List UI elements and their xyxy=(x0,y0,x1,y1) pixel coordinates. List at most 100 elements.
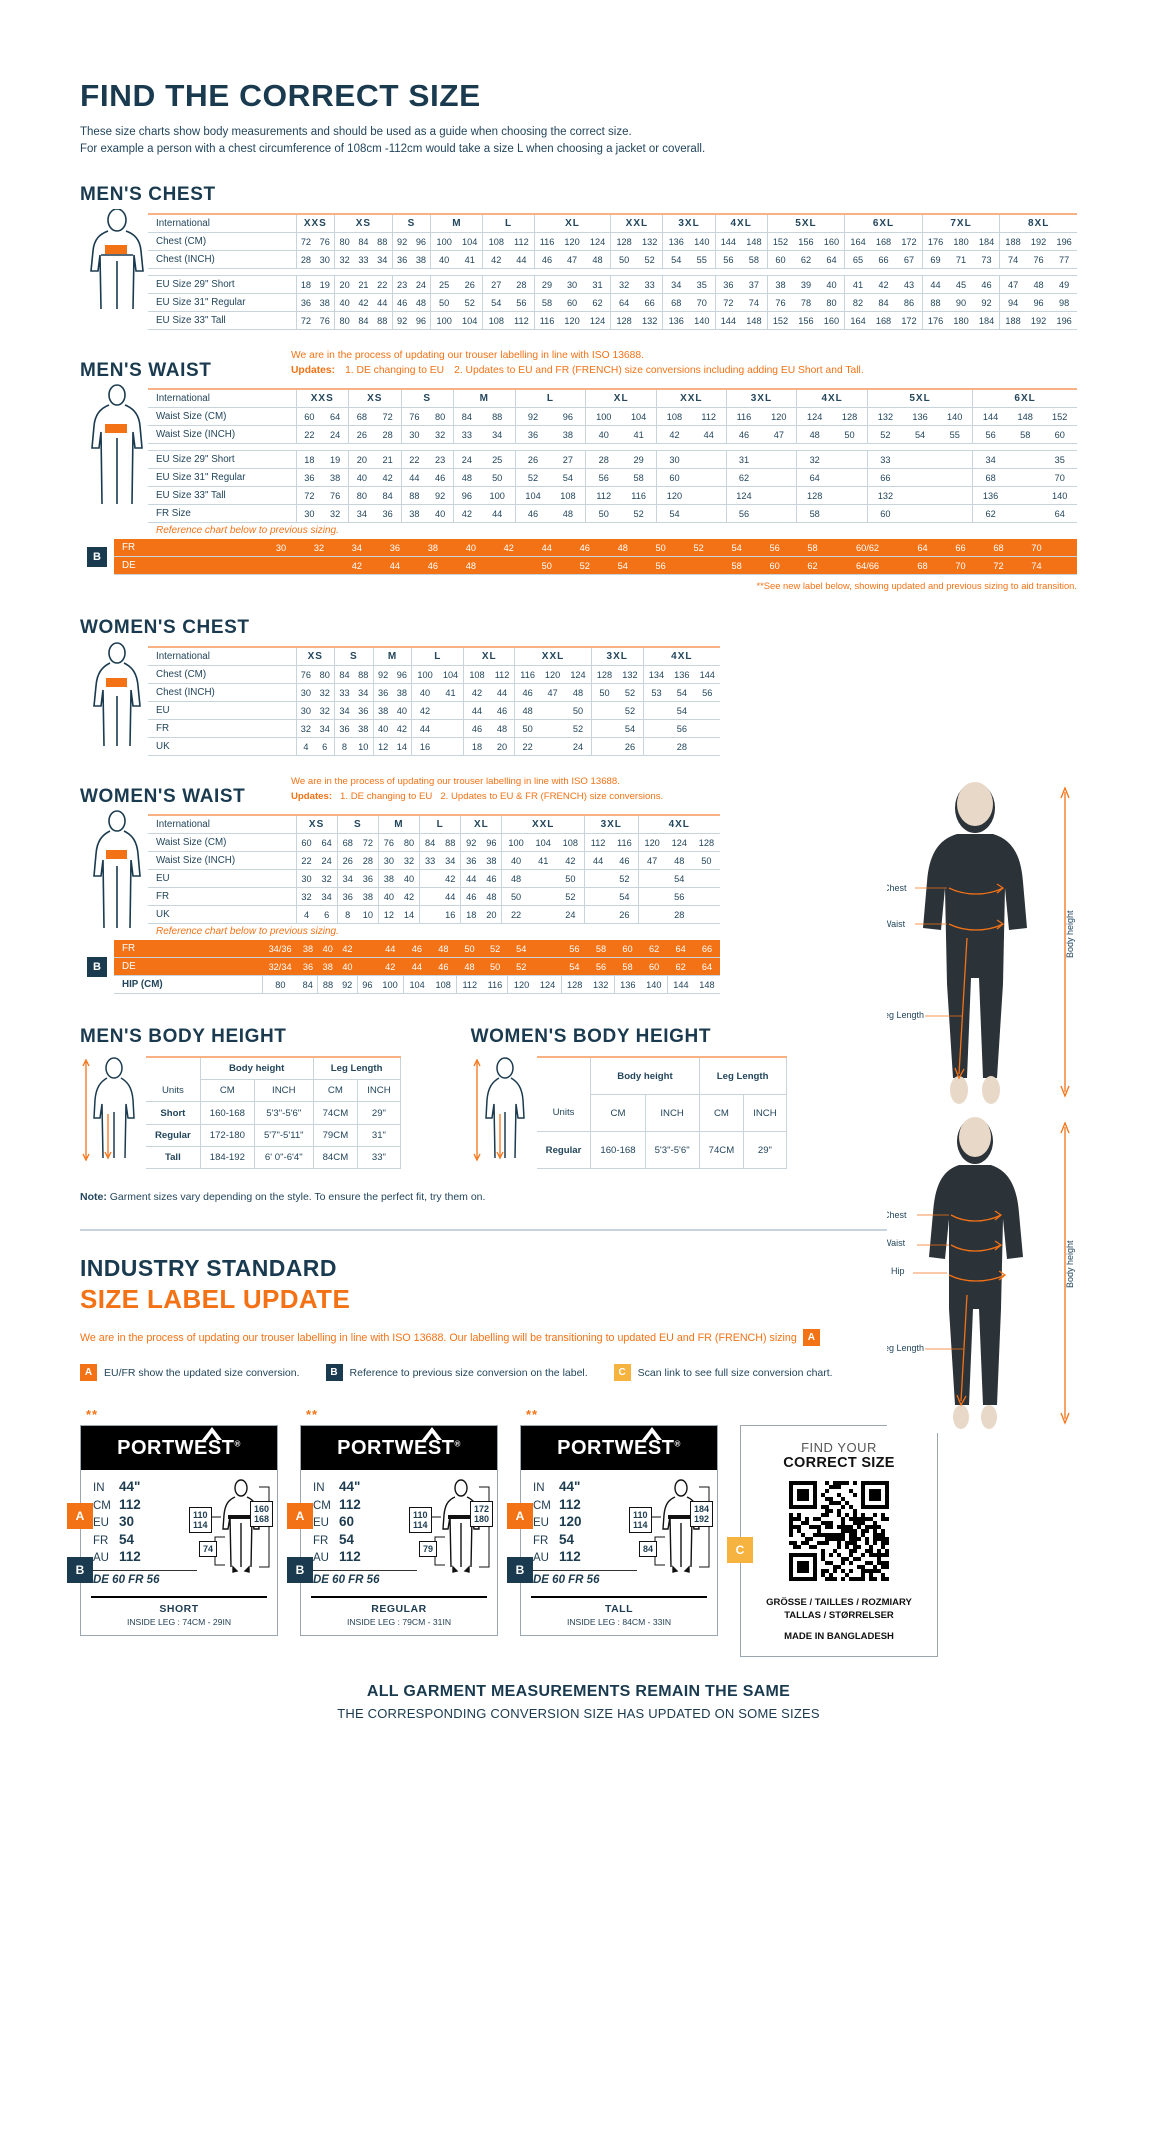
table-cell: 72 xyxy=(295,311,316,330)
table-cell: 34 xyxy=(334,701,354,720)
table-cell: 20 xyxy=(496,741,508,752)
table-cell: 26 xyxy=(347,425,375,444)
row-label: UK xyxy=(156,909,170,920)
qr-title-1: FIND YOUR xyxy=(801,1440,877,1455)
table-cell: 116 xyxy=(487,979,503,990)
table-cell: 44 xyxy=(411,961,422,972)
table-cell: 192 xyxy=(1030,315,1047,326)
table-cell: 144 xyxy=(714,311,742,330)
table-cell: 132 xyxy=(642,315,658,326)
table-cell: 52 xyxy=(693,542,704,553)
legend-text-a: EU/FR show the updated size conversion. xyxy=(104,1366,300,1379)
table-cell: 67 xyxy=(903,254,915,265)
table-cell: 39 xyxy=(800,279,812,290)
table-cell: 40 xyxy=(585,425,622,444)
table-cell: 8 xyxy=(336,905,358,924)
table-cell: 54 xyxy=(569,961,580,972)
table-cell: 132 xyxy=(866,486,903,505)
table-cell: 54 xyxy=(674,873,685,884)
table-cell: 16 xyxy=(445,909,456,920)
table-cell: 38 xyxy=(400,504,428,523)
womens-chest-tbody: International XS S M L XL XXL 3XL 4XL Chest (CM) 7… xyxy=(148,647,720,756)
table-cell xyxy=(903,469,937,487)
table-cell: 112 xyxy=(514,315,529,326)
label-value: 54 xyxy=(339,1531,355,1547)
table-cell: 188 xyxy=(999,232,1026,251)
table-cell: 96 xyxy=(415,236,427,247)
table-cell: 52 xyxy=(624,705,636,716)
table-cell: 108 xyxy=(463,665,490,684)
table-cell: 46 xyxy=(460,887,482,906)
bh-cell: 160-168 xyxy=(199,1101,255,1125)
male-waist-figure xyxy=(80,384,148,523)
label-unit: CM xyxy=(313,1499,331,1512)
table-cell: 148 xyxy=(746,315,762,326)
row-label: DE xyxy=(122,560,136,571)
table-cell xyxy=(832,469,867,487)
table-cell: 56 xyxy=(569,943,580,954)
table-cell: 80 xyxy=(826,297,837,308)
label-size-row-in: IN 44" xyxy=(313,1479,417,1497)
table-cell: 96 xyxy=(452,486,480,505)
table-cell: 68 xyxy=(993,542,1004,553)
b-badge-label-women: B xyxy=(87,957,107,977)
table-cell xyxy=(438,702,464,720)
table-cell: 60 xyxy=(295,407,323,426)
label-previous-size: DE 60 FR 56 xyxy=(93,1569,197,1589)
table-cell: 76 xyxy=(319,315,330,326)
table-row: FR 32 34 36 38 40 42 44 46 48 50 52 54 56 xyxy=(148,719,720,738)
table-cell: 36 xyxy=(295,293,316,312)
table-cell: 21 xyxy=(358,279,369,290)
table-row: EU Size 31" Regular 36 38 40 42 44 46 48 50 52 54 5… xyxy=(148,293,1077,312)
legend-badge-b: B xyxy=(325,1364,343,1381)
row-label: Chest (CM) xyxy=(156,669,207,680)
label-cards: ** PORTWEST® IN 44" CM 112 EU 30 FR 54 AU 112 DE 60 … xyxy=(67,1407,1077,1657)
mens-waist-prev-tbody: FR 30 32 34 36 38 40 42 44 46 48 50 52 54 56 58 60/62 64 6… xyxy=(114,539,1077,575)
table-cell: 47 xyxy=(637,851,666,870)
table-cell: 80 xyxy=(334,232,355,251)
table-cell: 104 xyxy=(462,315,478,326)
table-row: Waist Size (INCH) 22 24 26 28 30 32 33 34 36 38 40 4… xyxy=(148,851,720,870)
table-cell xyxy=(419,905,441,924)
mens-chest-tbody: International XXS XS S M L XL XXL 3XL 4XL 5XL 6XL 7X… xyxy=(148,214,1077,330)
table-cell: 62 xyxy=(972,504,1008,523)
qr-image[interactable] xyxy=(751,1481,927,1586)
table-cell xyxy=(761,505,796,523)
table-cell: 52 xyxy=(565,891,576,902)
col-header-xxl: XXL xyxy=(656,389,727,408)
table-cell: 76 xyxy=(319,236,330,247)
label-card-footer: REGULAR INSIDE LEG : 79CM - 31IN xyxy=(311,1596,487,1627)
table-cell: 88 xyxy=(445,837,456,848)
col-header-6xl: 6XL xyxy=(972,389,1077,408)
table-cell xyxy=(832,487,867,505)
table-cell: 66 xyxy=(878,254,889,265)
table-cell xyxy=(693,906,720,924)
table-cell: 48 xyxy=(674,855,685,866)
table-cell: 38 xyxy=(322,961,333,972)
table-cell: 50 xyxy=(572,705,584,716)
table-cell xyxy=(438,738,464,756)
table-cell xyxy=(761,469,796,487)
badge-b-mens-waist: B xyxy=(80,539,114,575)
label-unit: IN xyxy=(533,1482,545,1494)
table-cell: 45 xyxy=(955,279,967,290)
table-cell: 136 xyxy=(662,232,690,251)
table-cell xyxy=(761,451,796,469)
table-cell xyxy=(642,719,670,738)
table-cell: 76 xyxy=(377,833,399,852)
bh-cell: 33" xyxy=(357,1145,401,1170)
table-cell: 40 xyxy=(430,250,457,269)
col-header-xl: XL xyxy=(533,214,611,233)
table-cell: 128 xyxy=(698,837,715,848)
table-cell xyxy=(1008,505,1042,523)
col-header-s: S xyxy=(336,815,379,834)
female-height-figure xyxy=(471,1056,537,1169)
label-waist-box: 110 114 xyxy=(189,1507,212,1533)
label-size-row-in: IN 44" xyxy=(533,1479,637,1497)
table-cell: 65 xyxy=(844,250,871,269)
table-cell: 148 xyxy=(746,236,762,247)
row-label: Waist Size (INCH) xyxy=(156,855,236,866)
table-cell: 24 xyxy=(415,279,427,290)
table-cell: 88 xyxy=(317,975,338,994)
table-cell: 58 xyxy=(633,472,644,483)
